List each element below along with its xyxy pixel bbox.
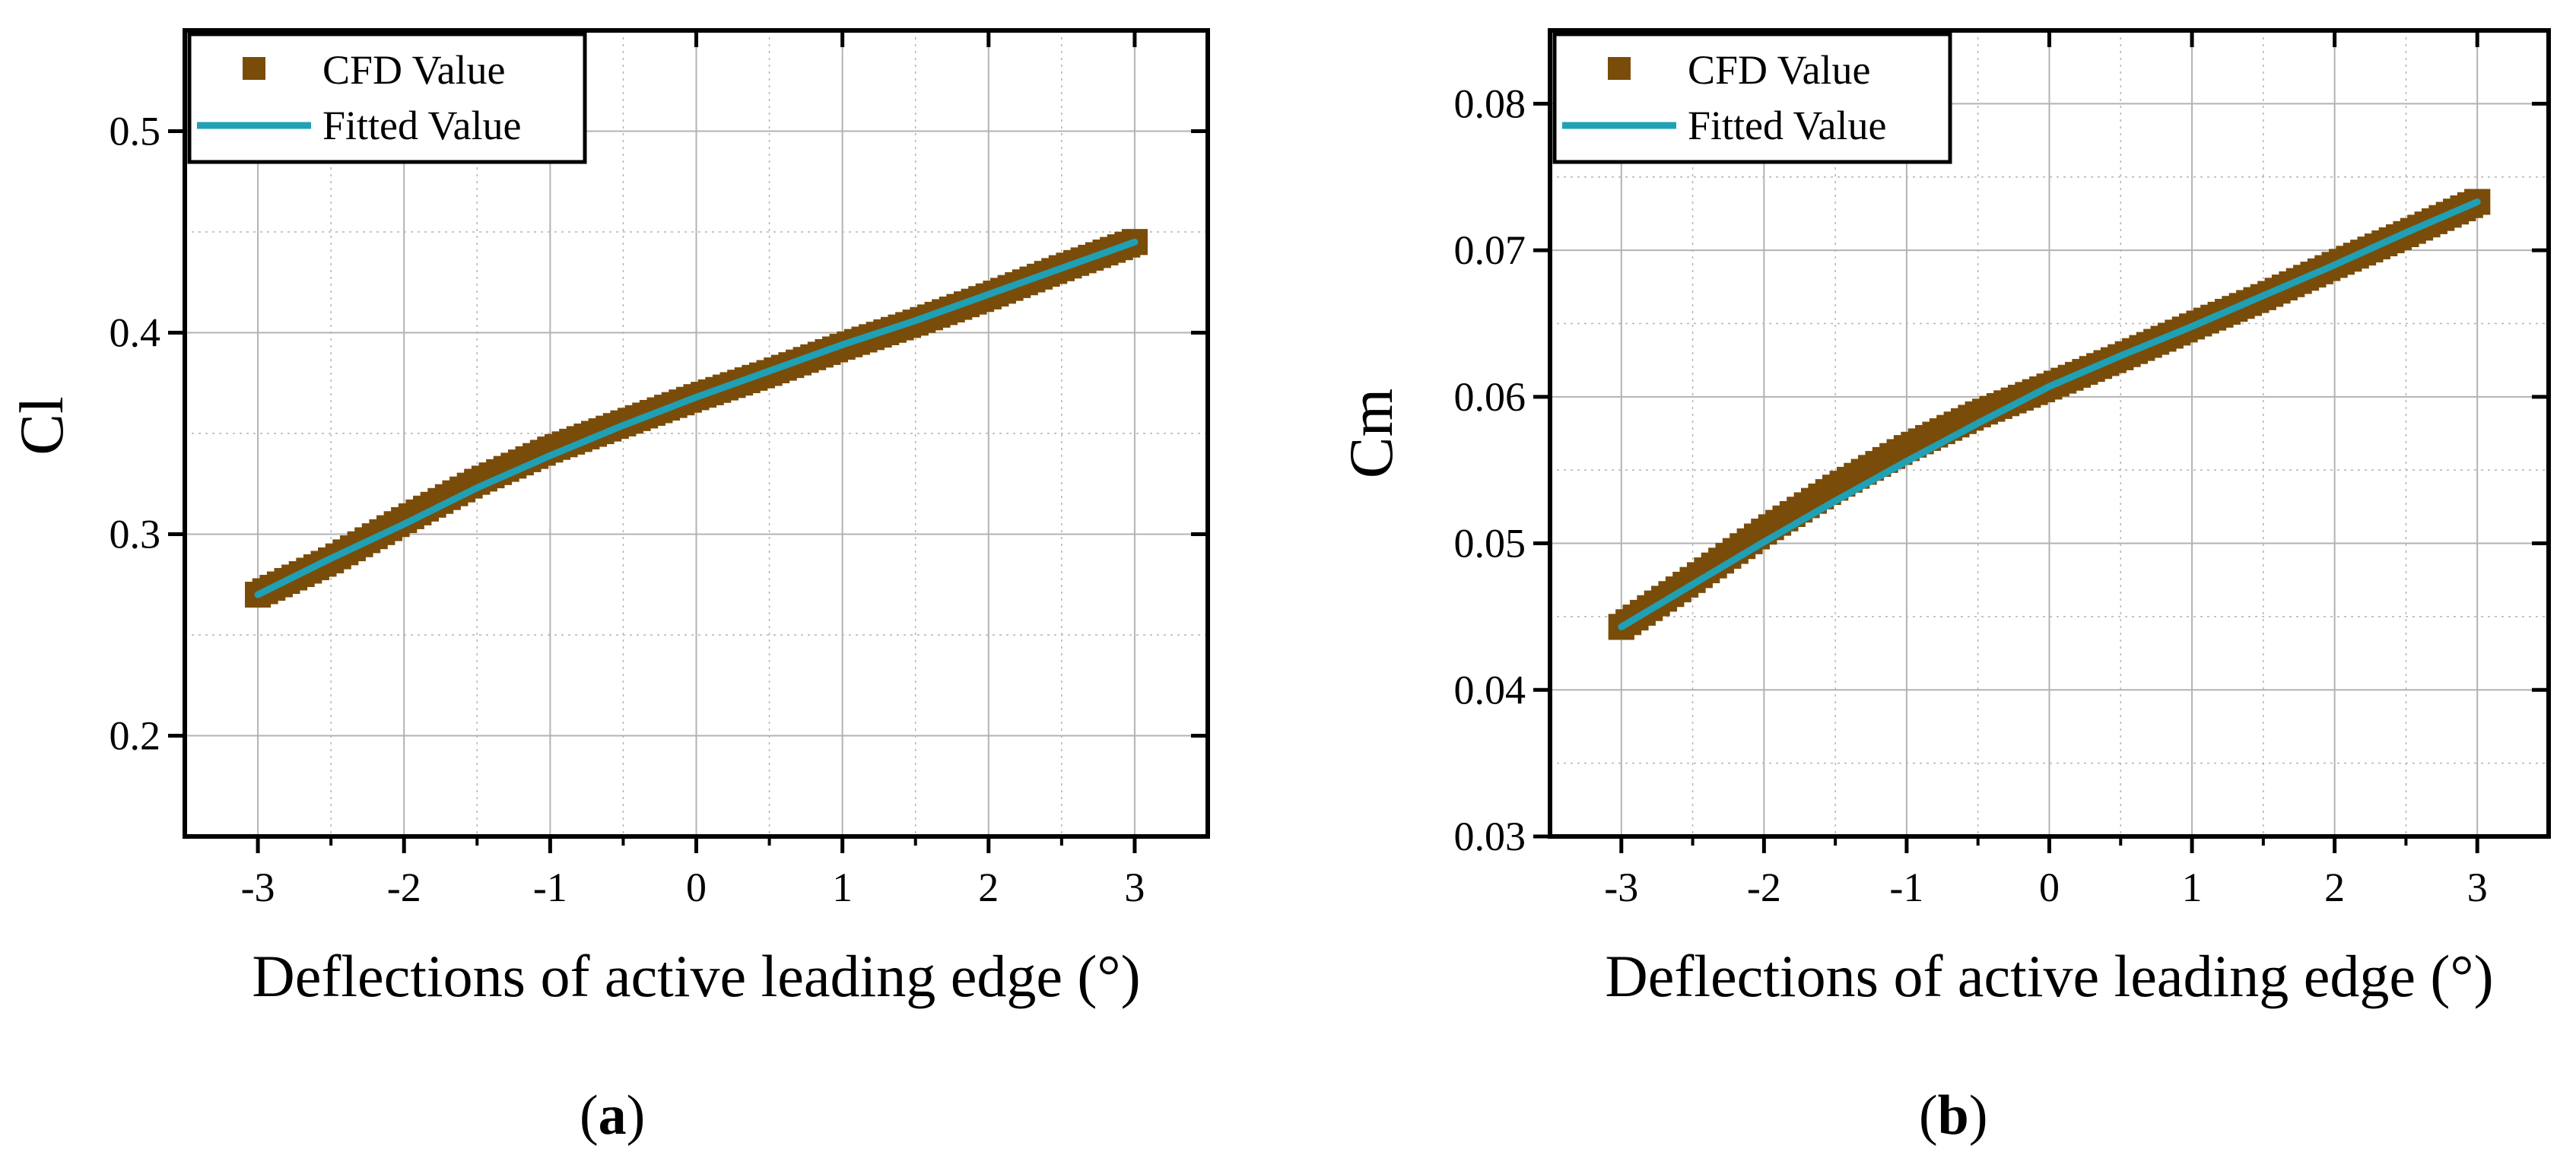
fitted-line <box>1618 198 2481 630</box>
x-tick-label: -2 <box>1747 865 1781 910</box>
y-tick-label: 0.05 <box>1454 521 1526 567</box>
x-tick-label: -2 <box>387 865 421 910</box>
y-tick-label: 0.2 <box>110 713 161 759</box>
y-axis-title: Cl <box>7 396 76 455</box>
legend-box <box>187 32 587 164</box>
x-axis-title: Deflections of active leading edge (°) <box>1605 943 2493 1009</box>
y-tick-label: 0.03 <box>1454 814 1526 859</box>
panel-label-b: (b) <box>1919 1084 1988 1147</box>
legend-label-fit: Fitted Value <box>322 103 521 148</box>
y-tick-label: 0.3 <box>110 512 161 557</box>
y-tick-label: 0.06 <box>1454 374 1526 420</box>
x-tick-label: -1 <box>533 865 567 910</box>
x-tick-label: 3 <box>2467 865 2488 910</box>
x-tick-label: 3 <box>1124 865 1145 910</box>
legend-label-fit: Fitted Value <box>1688 103 1886 148</box>
y-tick-label: 0.07 <box>1454 227 1526 273</box>
y-tick-label: 0.04 <box>1454 667 1526 713</box>
x-tick-label: 2 <box>978 865 999 910</box>
x-tick-label: 0 <box>2039 865 2060 910</box>
legend: CFD Value Fitted Value <box>187 32 587 164</box>
x-tick-label: -3 <box>241 865 275 910</box>
y-axis-title: Cm <box>1336 389 1406 478</box>
y-tick-label: 0.5 <box>110 109 161 154</box>
legend-box <box>1552 32 1952 164</box>
legend-swatch-cfd <box>1608 57 1631 80</box>
x-tick-label: -1 <box>1889 865 1923 910</box>
panel-label-a: (a) <box>580 1084 646 1147</box>
legend-label-cfd: CFD Value <box>322 47 506 93</box>
y-tick-label: 0.4 <box>110 310 161 356</box>
panel-label-b-letter: b <box>1937 1084 1969 1147</box>
legend-swatch-cfd <box>243 57 265 80</box>
x-tick-label: 1 <box>2182 865 2203 910</box>
x-tick-label: 0 <box>686 865 707 910</box>
legend-label-cfd: CFD Value <box>1688 47 1871 93</box>
chart-b: -3 -2 -1 0 1 2 3 0.03 0.04 0.05 0.06 0.07 0.08 Deflec… <box>1336 28 2551 1009</box>
x-tick-label: 1 <box>832 865 853 910</box>
x-tick-label: 2 <box>2324 865 2345 910</box>
chart-a: -3 -2 -1 0 1 2 3 0.2 0.3 0.4 0.5 Deflections of act… <box>7 28 1210 1009</box>
x-tick-label: -3 <box>1604 865 1638 910</box>
panel-label-a-letter: a <box>598 1084 627 1147</box>
fitted-line <box>254 238 1139 598</box>
y-tick-label: 0.08 <box>1454 81 1526 126</box>
x-axis-title: Deflections of active leading edge (°) <box>252 943 1140 1009</box>
legend: CFD Value Fitted Value <box>1552 32 1952 164</box>
